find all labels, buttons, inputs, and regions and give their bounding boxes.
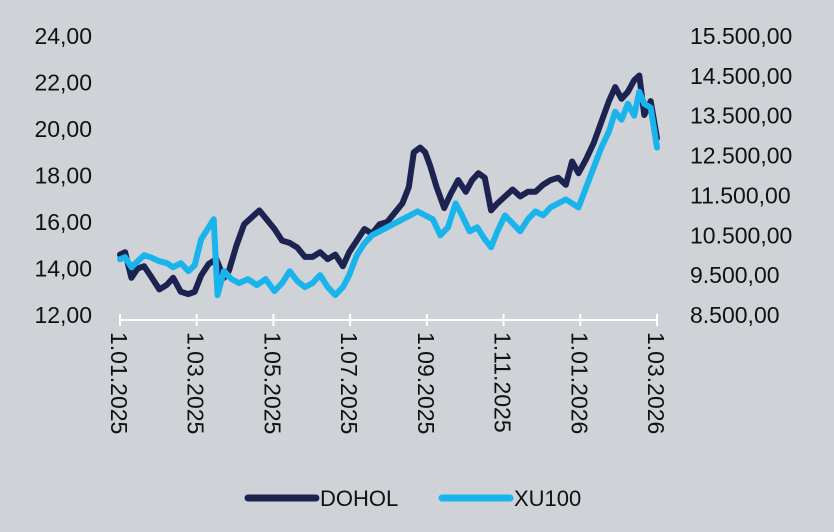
right-y-tick-label: 11.500,00 bbox=[690, 182, 791, 208]
x-axis: 1.01.2025 1.03.2025 1.05.2025 1.07.2025 1.09… bbox=[106, 314, 669, 434]
left-y-axis: 12,00 14,00 16,00 18,00 20,00 22,00 24,00 bbox=[34, 23, 92, 328]
legend-label-dohol: DOHOL bbox=[320, 486, 398, 511]
series-line-dohol bbox=[117, 72, 660, 298]
x-tick-label: 1.07.2025 bbox=[336, 332, 362, 434]
left-y-tick-label: 12,00 bbox=[34, 302, 92, 328]
right-y-tick-label: 14.500,00 bbox=[690, 63, 792, 89]
right-y-tick-label: 8.500,00 bbox=[690, 302, 780, 328]
series-line-xu100 bbox=[117, 88, 660, 299]
right-y-tick-label: 15.500,00 bbox=[690, 23, 792, 49]
left-y-tick-label: 18,00 bbox=[34, 163, 92, 189]
x-tick-label: 1.03.2026 bbox=[643, 332, 669, 434]
right-y-tick-label: 12.500,00 bbox=[690, 143, 792, 169]
right-y-axis: 8.500,00 9.500,00 10.500,00 11.500,00 12.500… bbox=[690, 23, 792, 328]
left-y-tick-label: 24,00 bbox=[34, 23, 92, 49]
left-y-tick-label: 22,00 bbox=[34, 70, 92, 96]
left-y-tick-label: 20,00 bbox=[34, 116, 92, 142]
x-tick-label: 1.03.2025 bbox=[183, 332, 209, 434]
x-tick-label: 1.05.2025 bbox=[259, 332, 285, 434]
left-y-tick-label: 14,00 bbox=[34, 256, 92, 282]
right-y-tick-label: 9.500,00 bbox=[690, 262, 780, 288]
right-y-tick-label: 13.500,00 bbox=[690, 103, 792, 129]
right-y-tick-label: 10.500,00 bbox=[690, 222, 792, 248]
legend: DOHOL XU100 bbox=[244, 486, 581, 511]
x-tick-label: 1.09.2025 bbox=[413, 332, 439, 434]
series-layer bbox=[117, 72, 660, 299]
left-y-tick-label: 16,00 bbox=[34, 209, 92, 235]
x-tick-label: 1.01.2025 bbox=[106, 332, 132, 434]
x-tick-label: 1.11.2025 bbox=[490, 332, 516, 433]
x-tick-label: 1.01.2026 bbox=[566, 332, 592, 434]
legend-label-xu100: XU100 bbox=[514, 486, 581, 511]
